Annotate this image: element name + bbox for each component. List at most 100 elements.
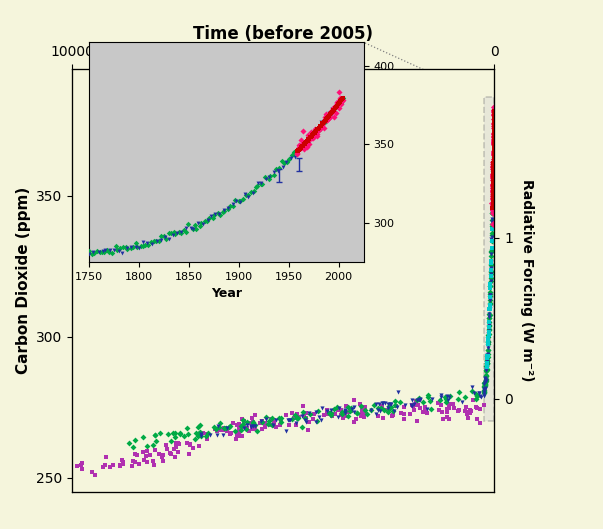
Point — [303, 138, 313, 147]
Point — [218, 426, 227, 434]
Point — [233, 431, 242, 440]
Point — [231, 197, 241, 205]
Point — [305, 140, 314, 149]
Point — [487, 209, 497, 217]
Point — [186, 440, 195, 449]
Point — [239, 195, 248, 204]
Point — [490, 129, 499, 138]
Point — [488, 203, 497, 212]
Point — [387, 399, 396, 408]
Point — [485, 279, 495, 288]
Point — [231, 434, 241, 443]
Point — [481, 375, 490, 383]
Point — [485, 291, 495, 299]
Point — [269, 422, 279, 430]
Point — [142, 446, 152, 455]
Point — [489, 138, 499, 146]
Point — [311, 125, 320, 133]
Point — [481, 376, 490, 384]
Point — [482, 360, 491, 368]
Point — [441, 395, 451, 403]
Point — [337, 409, 347, 418]
Point — [310, 129, 320, 137]
Point — [484, 336, 493, 345]
Point — [238, 420, 247, 428]
Point — [127, 462, 136, 471]
Point — [335, 88, 344, 96]
Point — [488, 166, 498, 174]
Point — [294, 146, 303, 154]
Point — [323, 407, 332, 415]
Point — [292, 413, 302, 422]
Point — [300, 139, 310, 147]
Point — [314, 124, 323, 132]
Point — [489, 130, 499, 138]
Point — [292, 147, 302, 156]
Point — [487, 247, 496, 256]
Point — [448, 399, 458, 408]
Point — [485, 295, 495, 304]
Point — [300, 414, 310, 422]
Point — [325, 110, 335, 118]
Point — [294, 144, 303, 153]
Point — [315, 125, 324, 134]
Point — [271, 423, 281, 432]
Point — [242, 421, 251, 429]
Point — [471, 403, 481, 412]
Point — [488, 191, 497, 199]
Point — [489, 139, 499, 148]
Point — [327, 107, 336, 115]
Point — [485, 299, 494, 307]
Point — [291, 411, 300, 419]
Point — [148, 441, 158, 449]
Point — [263, 419, 273, 428]
Point — [305, 409, 314, 418]
Point — [422, 409, 432, 418]
Point — [175, 429, 185, 437]
Point — [183, 430, 193, 439]
Point — [203, 430, 212, 438]
Point — [303, 138, 312, 147]
Point — [297, 412, 307, 420]
Point — [262, 415, 271, 423]
Point — [390, 407, 399, 416]
Point — [165, 234, 174, 243]
Point — [298, 141, 308, 149]
Point — [490, 111, 499, 120]
Point — [137, 242, 147, 250]
Point — [490, 107, 499, 115]
Point — [122, 244, 132, 252]
Point — [171, 442, 181, 451]
Point — [196, 430, 206, 438]
Point — [385, 400, 395, 408]
Point — [244, 193, 253, 202]
Point — [486, 267, 496, 275]
Point — [488, 159, 498, 168]
Point — [346, 404, 356, 413]
Point — [191, 428, 201, 437]
Point — [436, 393, 446, 402]
Point — [392, 403, 402, 412]
Point — [489, 133, 499, 142]
Point — [330, 409, 339, 418]
Point — [88, 248, 98, 256]
Point — [222, 427, 232, 435]
Point — [249, 187, 259, 196]
Point — [247, 414, 257, 423]
Point — [332, 403, 341, 411]
Point — [261, 175, 271, 184]
Point — [210, 425, 219, 433]
Point — [289, 414, 298, 423]
Point — [329, 106, 338, 114]
Point — [341, 406, 350, 414]
Point — [420, 404, 430, 413]
Point — [489, 130, 499, 139]
Point — [489, 138, 499, 147]
Point — [166, 436, 175, 445]
Point — [287, 415, 297, 423]
Point — [326, 110, 335, 118]
Point — [489, 150, 499, 159]
Point — [488, 164, 498, 172]
Point — [139, 456, 149, 464]
Point — [361, 406, 370, 415]
